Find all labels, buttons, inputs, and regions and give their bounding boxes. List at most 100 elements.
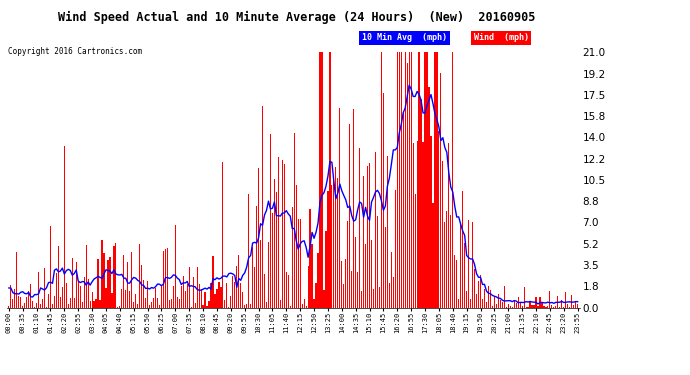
- Bar: [353, 109, 354, 307]
- Bar: [474, 269, 475, 308]
- Bar: [109, 256, 110, 307]
- Bar: [181, 285, 182, 308]
- Bar: [274, 179, 275, 308]
- Bar: [104, 253, 105, 308]
- Bar: [387, 156, 388, 308]
- Bar: [573, 305, 574, 308]
- Bar: [167, 248, 168, 308]
- Bar: [478, 281, 479, 308]
- Bar: [424, 53, 426, 308]
- Bar: [385, 226, 386, 308]
- Bar: [520, 303, 521, 307]
- Bar: [488, 286, 489, 308]
- Bar: [262, 106, 263, 307]
- Bar: [236, 266, 237, 308]
- Bar: [339, 108, 340, 308]
- Bar: [149, 306, 150, 308]
- Bar: [268, 242, 269, 308]
- Bar: [121, 290, 122, 308]
- Bar: [494, 297, 495, 307]
- Bar: [377, 216, 378, 308]
- Bar: [482, 299, 483, 307]
- Bar: [347, 221, 348, 308]
- Bar: [322, 53, 323, 308]
- Bar: [36, 303, 37, 307]
- Bar: [535, 297, 537, 307]
- Bar: [197, 267, 198, 308]
- Bar: [44, 268, 45, 308]
- Bar: [68, 304, 69, 307]
- Bar: [238, 255, 239, 308]
- Bar: [218, 282, 219, 308]
- Bar: [299, 219, 301, 308]
- Bar: [48, 294, 49, 307]
- Bar: [119, 306, 121, 308]
- Bar: [56, 273, 57, 308]
- Bar: [434, 53, 435, 308]
- Bar: [297, 219, 299, 308]
- Bar: [115, 243, 117, 308]
- Bar: [468, 220, 469, 308]
- Bar: [454, 255, 455, 308]
- Bar: [226, 283, 228, 308]
- Bar: [12, 299, 13, 307]
- Bar: [230, 296, 231, 307]
- Bar: [54, 296, 55, 307]
- Bar: [462, 190, 463, 308]
- Bar: [147, 280, 148, 308]
- Bar: [210, 283, 212, 308]
- Bar: [331, 185, 333, 308]
- Bar: [95, 298, 97, 307]
- Bar: [252, 247, 253, 308]
- Bar: [76, 262, 77, 308]
- Bar: [329, 53, 331, 308]
- Bar: [349, 124, 351, 308]
- Bar: [256, 207, 257, 308]
- Bar: [185, 291, 186, 308]
- Bar: [86, 245, 87, 308]
- Bar: [72, 258, 73, 308]
- Bar: [175, 225, 176, 308]
- Text: Wind  (mph): Wind (mph): [473, 33, 529, 42]
- Bar: [213, 256, 214, 308]
- Bar: [282, 160, 283, 308]
- Bar: [452, 53, 453, 308]
- Bar: [22, 306, 23, 308]
- Bar: [549, 291, 551, 308]
- Bar: [137, 304, 138, 307]
- Bar: [411, 53, 412, 308]
- Bar: [306, 306, 307, 308]
- Bar: [34, 306, 35, 308]
- Bar: [161, 286, 162, 308]
- Bar: [183, 276, 184, 308]
- Bar: [179, 298, 180, 307]
- Bar: [365, 244, 366, 308]
- Bar: [357, 272, 358, 308]
- Text: Copyright 2016 Cartronics.com: Copyright 2016 Cartronics.com: [8, 47, 142, 56]
- Bar: [88, 279, 89, 308]
- Bar: [381, 53, 382, 308]
- Bar: [315, 284, 317, 308]
- Bar: [311, 244, 313, 308]
- Bar: [543, 306, 544, 308]
- Bar: [292, 207, 293, 308]
- Bar: [246, 304, 247, 307]
- Bar: [172, 286, 174, 308]
- Bar: [337, 178, 338, 308]
- Bar: [351, 272, 353, 308]
- Bar: [413, 143, 414, 308]
- Bar: [26, 297, 28, 307]
- Bar: [317, 254, 319, 308]
- Bar: [248, 194, 249, 308]
- Bar: [190, 307, 192, 308]
- Bar: [145, 298, 146, 307]
- Bar: [165, 249, 166, 308]
- Bar: [571, 294, 572, 307]
- Bar: [508, 303, 509, 307]
- Bar: [258, 168, 259, 308]
- Bar: [500, 300, 501, 307]
- Bar: [496, 304, 497, 307]
- Bar: [28, 291, 29, 308]
- Bar: [428, 87, 430, 308]
- Bar: [97, 259, 99, 308]
